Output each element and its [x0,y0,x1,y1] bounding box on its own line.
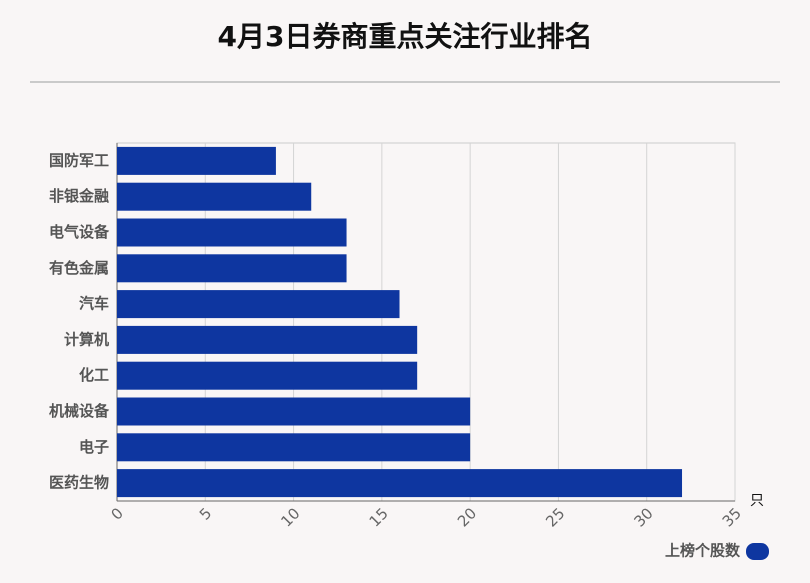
y-tick-label: 非银金融 [49,187,109,205]
bar [117,433,471,462]
y-tick-label: 国防军工 [49,151,109,169]
legend-swatch [746,543,769,560]
bar [117,146,276,175]
x-tick-label: 35 [719,504,745,530]
bar [117,397,471,426]
bar [117,218,347,247]
x-tick-label: 10 [277,504,303,530]
y-tick-label: 计算机 [64,330,109,348]
bar [117,254,347,283]
y-tick-label: 电子 [79,438,109,456]
x-tick-label: 5 [196,504,215,523]
y-tick-label: 化工 [79,366,109,384]
bar [117,469,683,498]
legend-label: 上榜个股数 [665,542,741,560]
bar [117,361,418,390]
bar [117,290,400,319]
y-tick-label: 机械设备 [49,402,110,420]
y-tick-label: 汽车 [79,295,109,313]
x-tick-label: 15 [366,504,392,530]
bar [117,182,312,211]
x-tick-label: 20 [454,504,480,530]
y-tick-label: 有色金属 [49,259,109,277]
x-tick-label: 0 [108,504,127,523]
x-unit: 只 [750,493,764,509]
bar [117,325,418,354]
y-tick-label: 医药生物 [49,474,109,492]
y-tick-label: 电气设备 [49,223,110,241]
x-tick-label: 30 [630,504,656,530]
x-tick-label: 25 [542,504,568,530]
chart-title: 4月3日券商重点关注行业排名 [218,20,593,53]
